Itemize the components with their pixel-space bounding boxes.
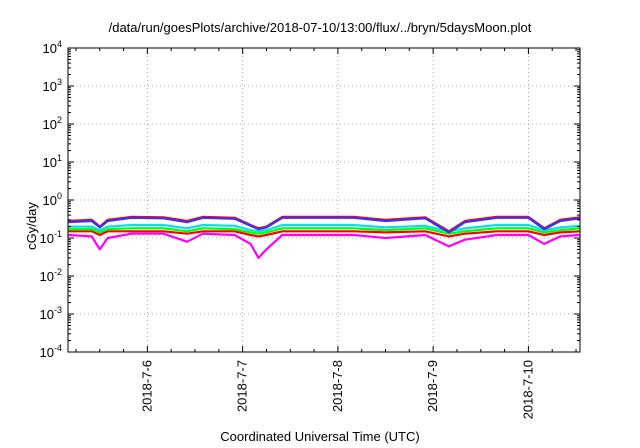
series-line (68, 230, 581, 238)
y-tick-base: 10 (43, 41, 57, 56)
y-tick-exponent: 1 (57, 153, 62, 163)
y-tick-exponent: -3 (54, 305, 62, 315)
y-tick-base: 10 (40, 345, 54, 360)
y-tick-label: 104 (43, 39, 62, 56)
y-tick-label: 10-1 (40, 229, 62, 246)
y-tick-base: 10 (43, 79, 57, 94)
grid-lines (68, 48, 580, 352)
y-tick-label: 102 (43, 115, 62, 132)
y-tick-label: 100 (43, 191, 62, 208)
x-axis-label: Coordinated Universal Time (UTC) (220, 429, 420, 444)
y-tick-exponent: 4 (57, 39, 62, 49)
series-line (67, 216, 581, 234)
y-tick-exponent: -4 (54, 343, 62, 353)
y-axis-label: cGy/day (24, 202, 39, 250)
y-tick-label: 10-4 (40, 343, 62, 360)
y-tick-exponent: 0 (57, 191, 62, 201)
y-tick-label: 101 (43, 153, 62, 170)
y-tick-exponent: -2 (54, 267, 62, 277)
series-line (67, 232, 581, 259)
x-tick-labels: 2018-7-6 2018-7-7 2018-7-8 2018-7-9 2018-7-1… (139, 360, 535, 419)
y-tick-exponent: 2 (57, 115, 62, 125)
y-tick-exponent: -1 (54, 229, 62, 239)
y-tick-base: 10 (43, 155, 57, 170)
y-tick-base: 10 (43, 117, 57, 132)
y-tick-label: 10-2 (40, 267, 62, 284)
x-tick-label: 2018-7-7 (235, 360, 250, 412)
series-lines (67, 215, 581, 259)
y-tick-base: 10 (43, 193, 57, 208)
y-tick-base: 10 (40, 307, 54, 322)
x-tick-label: 2018-7-10 (520, 360, 535, 419)
x-tick-label: 2018-7-6 (139, 360, 154, 412)
y-tick-base: 10 (40, 231, 54, 246)
y-tick-label: 10-3 (40, 305, 62, 322)
axis-ticks (68, 47, 580, 353)
y-tick-exponent: 3 (57, 77, 62, 87)
x-tick-label: 2018-7-8 (330, 360, 345, 412)
chart-title: /data/run/goesPlots/archive/2018-07-10/1… (108, 20, 532, 35)
y-tick-base: 10 (40, 269, 54, 284)
x-tick-label: 2018-7-9 (425, 360, 440, 412)
series-line (68, 227, 581, 235)
y-tick-label: 103 (43, 77, 62, 94)
series-line (68, 223, 581, 233)
